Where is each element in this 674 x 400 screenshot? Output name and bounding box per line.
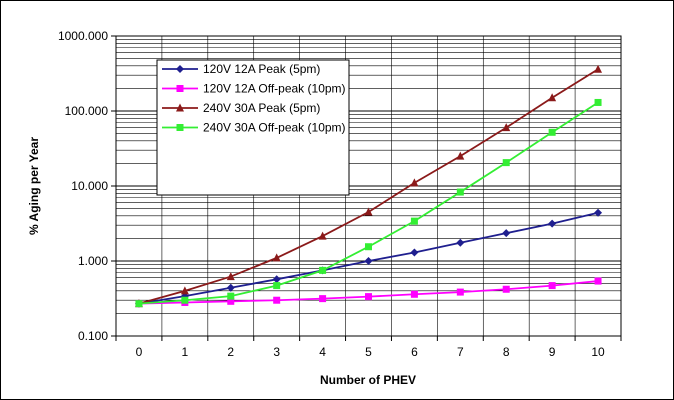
data-point: [410, 290, 418, 298]
data-point: [548, 93, 557, 102]
legend-entry: 240V 30A Off-peak (10pm): [162, 121, 346, 135]
x-tick-label: 5: [365, 345, 372, 359]
series-4: [135, 98, 602, 308]
data-point: [318, 231, 327, 240]
data-point: [272, 253, 281, 262]
legend-marker: [176, 65, 184, 73]
data-point: [135, 300, 143, 308]
data-point: [410, 217, 418, 225]
data-point: [272, 275, 281, 284]
data-point: [410, 178, 419, 187]
x-tick-label: 10: [591, 345, 605, 359]
data-point: [456, 288, 464, 296]
data-point: [502, 123, 511, 132]
data-point: [364, 207, 373, 216]
x-tick-label: 4: [319, 345, 326, 359]
data-point: [273, 282, 281, 290]
y-tick-label: 10.000: [71, 179, 108, 193]
legend-entry: 240V 30A Peak (5pm): [162, 101, 320, 115]
data-point: [456, 151, 465, 160]
data-point: [548, 282, 556, 290]
y-tick-label: 0.100: [78, 329, 108, 343]
data-point: [181, 296, 189, 304]
y-axis-title: % Aging per Year: [27, 137, 41, 235]
legend-label: 240V 30A Off-peak (10pm): [203, 121, 346, 135]
y-tick-label: 1.000: [78, 254, 108, 268]
data-point: [180, 286, 189, 295]
x-tick-label: 7: [457, 345, 464, 359]
data-point: [365, 293, 372, 301]
data-point: [548, 219, 557, 228]
x-tick-label: 6: [411, 345, 418, 359]
data-point: [594, 208, 603, 217]
y-tick-label: 100.000: [65, 104, 109, 118]
legend-label: 120V 12A Off-peak (10pm): [203, 82, 346, 96]
data-point: [410, 248, 419, 257]
legend-label: 120V 12A Peak (5pm): [203, 62, 320, 76]
legend-marker: [176, 85, 184, 92]
data-point: [502, 285, 510, 293]
data-point: [227, 292, 235, 300]
legend-label: 240V 30A Peak (5pm): [203, 101, 320, 115]
data-point: [319, 266, 327, 274]
x-axis-title: Number of PHEV: [320, 373, 416, 387]
data-point: [364, 257, 373, 265]
x-tick-label: 0: [136, 345, 143, 359]
data-point: [456, 188, 464, 196]
data-point: [594, 64, 603, 73]
legend-marker: [176, 124, 184, 131]
legend-entry: 120V 12A Peak (5pm): [162, 62, 320, 76]
x-tick-label: 1: [182, 345, 189, 359]
data-point: [365, 243, 372, 251]
y-tick-label: 1000.000: [58, 29, 108, 43]
data-point: [594, 98, 602, 106]
data-point: [548, 128, 556, 136]
x-tick-label: 3: [273, 345, 280, 359]
data-point: [502, 159, 510, 167]
data-point: [273, 296, 281, 304]
data-point: [227, 297, 235, 305]
data-point: [594, 277, 602, 285]
data-point: [502, 229, 511, 238]
data-point: [319, 295, 327, 303]
x-tick-label: 8: [503, 345, 510, 359]
series-layer: [134, 64, 603, 308]
legend-entry: 120V 12A Off-peak (10pm): [162, 82, 346, 96]
y-axis: 0.100 1.000 10.000 100.000 1000.000: [58, 29, 116, 343]
data-point: [226, 283, 235, 292]
legend: 120V 12A Peak (5pm) 120V 12A Off-peak (10…: [156, 59, 350, 196]
legend-marker: [176, 103, 184, 112]
x-tick-label: 2: [227, 345, 234, 359]
data-point: [226, 272, 235, 281]
x-axis: 0 1 2 3 4 5 6 7 8 9 10: [115, 336, 622, 359]
x-tick-label: 9: [549, 345, 556, 359]
data-point: [456, 238, 465, 247]
